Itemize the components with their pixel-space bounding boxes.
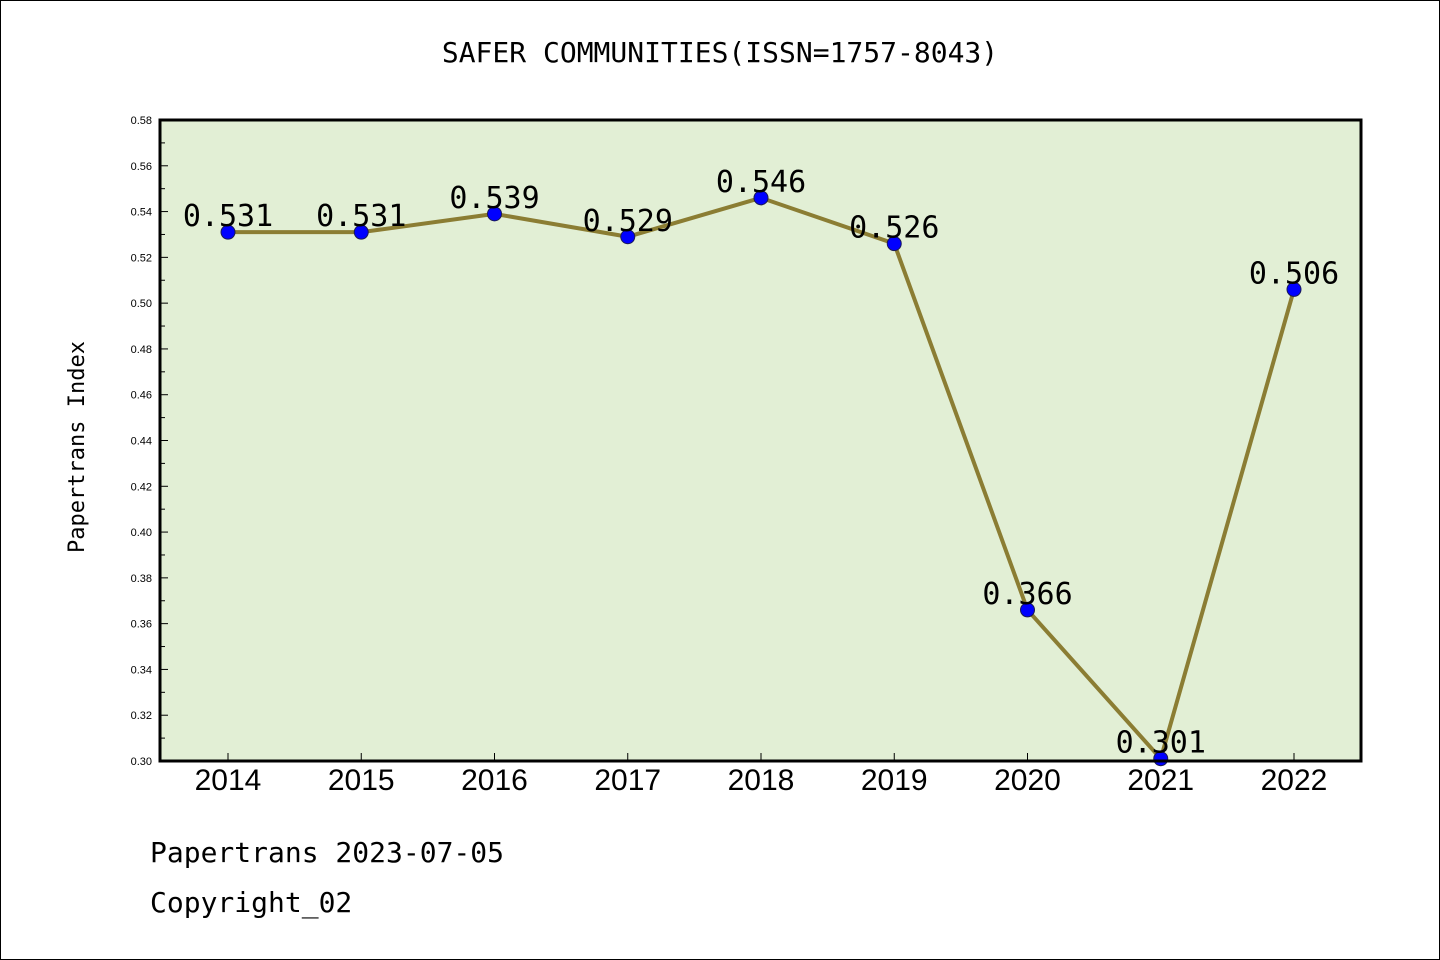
y-tick-label: 0.44 [131, 436, 152, 448]
data-label: 0.526 [849, 211, 939, 246]
y-tick-label: 0.50 [131, 298, 152, 310]
y-tick-label: 0.46 [131, 390, 152, 402]
x-tick-label: 2022 [1261, 764, 1328, 797]
y-tick-label: 0.42 [131, 481, 152, 493]
data-label: 0.529 [583, 204, 673, 239]
y-tick-label: 0.52 [131, 252, 152, 264]
data-point [886, 236, 902, 252]
data-point [487, 206, 502, 222]
data-label: 0.506 [1249, 256, 1339, 291]
data-point [620, 229, 636, 245]
data-label: 0.301 [1116, 726, 1206, 761]
x-tick-label: 2017 [594, 764, 661, 797]
footer-copyright: Copyright_02 [150, 886, 353, 919]
x-tick-label: 2015 [328, 764, 395, 797]
y-tick-label: 0.38 [131, 573, 152, 585]
chart-title: SAFER COMMUNITIES(ISSN=1757-8043) [441, 36, 999, 69]
data-label: 0.531 [183, 199, 273, 234]
y-tick-label: 0.34 [131, 664, 152, 676]
data-point [220, 224, 236, 240]
y-tick-label: 0.36 [131, 619, 152, 631]
y-axis-title: Papertrans Index [65, 341, 90, 553]
data-label: 0.539 [449, 181, 539, 216]
x-tick-labels: 2014 2015 2016 2017 2018 2019 2020 2021 2022 [195, 764, 1328, 797]
y-tick-label: 0.40 [131, 527, 152, 539]
x-tick-label: 2016 [461, 764, 528, 797]
plot-border [158, 118, 1363, 763]
x-tick-label: 2021 [1127, 764, 1194, 797]
y-tick-label: 0.30 [131, 756, 152, 768]
data-label: 0.531 [316, 199, 406, 234]
data-point [353, 224, 369, 240]
data-point [753, 190, 769, 206]
x-tick-label: 2014 [195, 764, 262, 797]
data-markers [220, 190, 1302, 767]
x-tick-label: 2020 [994, 764, 1061, 797]
y-tick-label: 0.56 [131, 161, 152, 173]
data-point [1286, 281, 1302, 297]
data-label: 0.546 [716, 165, 806, 200]
y-tick-label: 0.58 [131, 115, 152, 127]
y-tick-label: 0.54 [131, 207, 152, 219]
x-tick-label: 2019 [861, 764, 928, 797]
y-tick-labels: 0.30 0.32 0.34 0.36 0.38 0.40 0.42 0.44 0.46 0.48… [131, 115, 152, 768]
data-label: 0.366 [982, 577, 1072, 612]
footer-date: Papertrans 2023-07-05 [150, 836, 505, 869]
y-tick-label: 0.32 [131, 710, 152, 722]
data-labels: 0.531 0.531 0.539 0.529 0.546 0.526 0.366 0.301… [183, 165, 1339, 761]
data-point [1020, 602, 1035, 618]
y-tick-label: 0.48 [131, 344, 152, 356]
x-tick-label: 2018 [728, 764, 795, 797]
